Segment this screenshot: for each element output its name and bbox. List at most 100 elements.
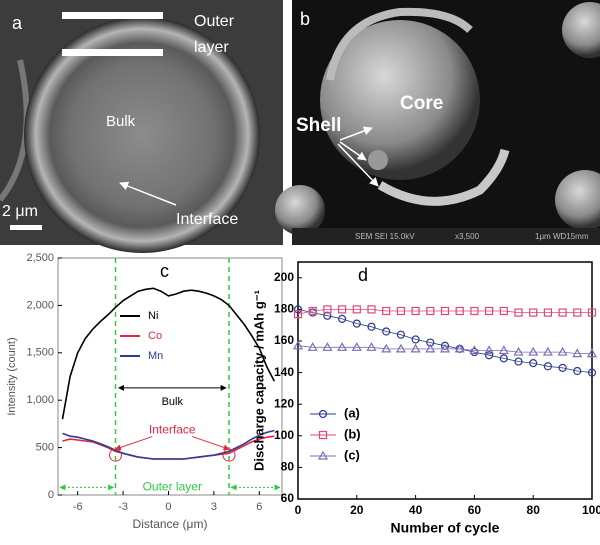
y-tick-label: 2,000 <box>26 299 54 311</box>
marker <box>558 363 567 372</box>
shell <box>377 148 510 206</box>
particle <box>24 17 260 253</box>
marker <box>543 362 553 371</box>
marker <box>338 314 347 323</box>
y-tick-label: 500 <box>36 442 54 454</box>
marker <box>410 343 421 353</box>
y-axis-title: Discharge capacity / mAh g⁻¹ <box>251 290 266 471</box>
marker <box>411 306 420 316</box>
footer-text: x3,500 <box>455 232 480 241</box>
marker <box>558 308 567 317</box>
x-tick-label: 0 <box>295 503 302 517</box>
marker <box>587 308 597 317</box>
arrow <box>119 181 177 206</box>
footer-bar <box>292 228 600 245</box>
marker <box>573 308 582 317</box>
particle <box>562 2 600 58</box>
annotation: Shell <box>296 115 341 136</box>
scale-label: 2 μm <box>2 203 38 220</box>
plot-frame <box>57 257 283 496</box>
marker <box>528 346 539 356</box>
annotation: Outer <box>194 13 235 30</box>
marker <box>514 308 523 317</box>
marker <box>439 343 451 353</box>
marker <box>351 342 362 351</box>
series-line <box>62 429 275 460</box>
marker <box>425 343 436 353</box>
marker <box>395 343 406 353</box>
marker <box>396 306 405 316</box>
marker <box>426 306 435 316</box>
marker <box>352 319 361 328</box>
marker <box>485 306 494 316</box>
marker <box>381 343 392 353</box>
x-tick-label: 40 <box>409 503 423 517</box>
interface-arrow <box>114 436 153 451</box>
panel-label: c <box>160 261 169 281</box>
marker <box>454 343 465 353</box>
arrow <box>337 143 379 187</box>
legend-label: (c) <box>344 447 360 462</box>
marker <box>470 306 479 316</box>
x-tick-label: -6 <box>73 501 83 513</box>
marker <box>485 351 494 360</box>
arrow <box>339 126 373 141</box>
annotation: Core <box>400 93 443 114</box>
marker <box>484 345 495 355</box>
x-tick-label: 0 <box>165 501 171 513</box>
x-tick-label: 100 <box>582 503 600 517</box>
marker <box>382 306 391 316</box>
x-tick-label: 20 <box>350 503 364 517</box>
particle <box>555 170 600 230</box>
x-tick-label: -3 <box>118 501 128 513</box>
y-tick-label: 1,500 <box>26 347 54 359</box>
series-line <box>297 345 592 354</box>
marker <box>440 306 450 316</box>
marker <box>513 346 524 356</box>
x-tick-label: 6 <box>256 501 262 513</box>
x-tick-label: 60 <box>468 503 482 517</box>
x-axis-title: Distance (μm) <box>133 517 208 531</box>
x-axis-title: Number of cycle <box>391 520 500 536</box>
marker <box>338 305 347 314</box>
footer-text: SEM SEI 15.0kV <box>355 232 415 241</box>
particle <box>275 185 325 235</box>
bar <box>62 49 163 56</box>
marker <box>367 305 376 314</box>
marker <box>352 305 361 314</box>
marker <box>396 330 405 339</box>
marker <box>529 308 538 317</box>
marker <box>586 348 598 358</box>
y-tick-label: 180 <box>274 302 294 316</box>
footer-text: 1μm WD15mm <box>535 232 589 241</box>
annotation: Bulk <box>162 396 184 408</box>
y-tick-label: 100 <box>274 428 294 442</box>
marker <box>367 322 376 331</box>
fragment <box>368 150 388 170</box>
y-tick-label: 80 <box>281 460 295 474</box>
marker <box>573 366 582 376</box>
marker <box>557 346 568 356</box>
marker <box>318 409 328 419</box>
marker <box>323 305 332 314</box>
marker <box>323 311 332 320</box>
core <box>320 20 480 180</box>
marker <box>499 354 508 363</box>
marker <box>469 345 480 355</box>
legend-label: Ni <box>148 310 158 322</box>
marker <box>542 346 553 356</box>
y-tick-label: 160 <box>274 333 294 347</box>
marker <box>307 342 318 351</box>
y-tick-label: 60 <box>281 491 295 505</box>
marker <box>318 430 328 440</box>
marker <box>308 306 317 316</box>
legend-label: (b) <box>344 426 361 441</box>
panel-label: b <box>300 9 310 29</box>
scale-bar <box>10 225 42 230</box>
marker <box>366 342 377 351</box>
marker <box>292 340 304 350</box>
y-tick-label: 200 <box>274 270 294 284</box>
annotation: Interface <box>176 211 238 228</box>
marker <box>587 368 597 377</box>
panel-label: a <box>12 13 23 33</box>
